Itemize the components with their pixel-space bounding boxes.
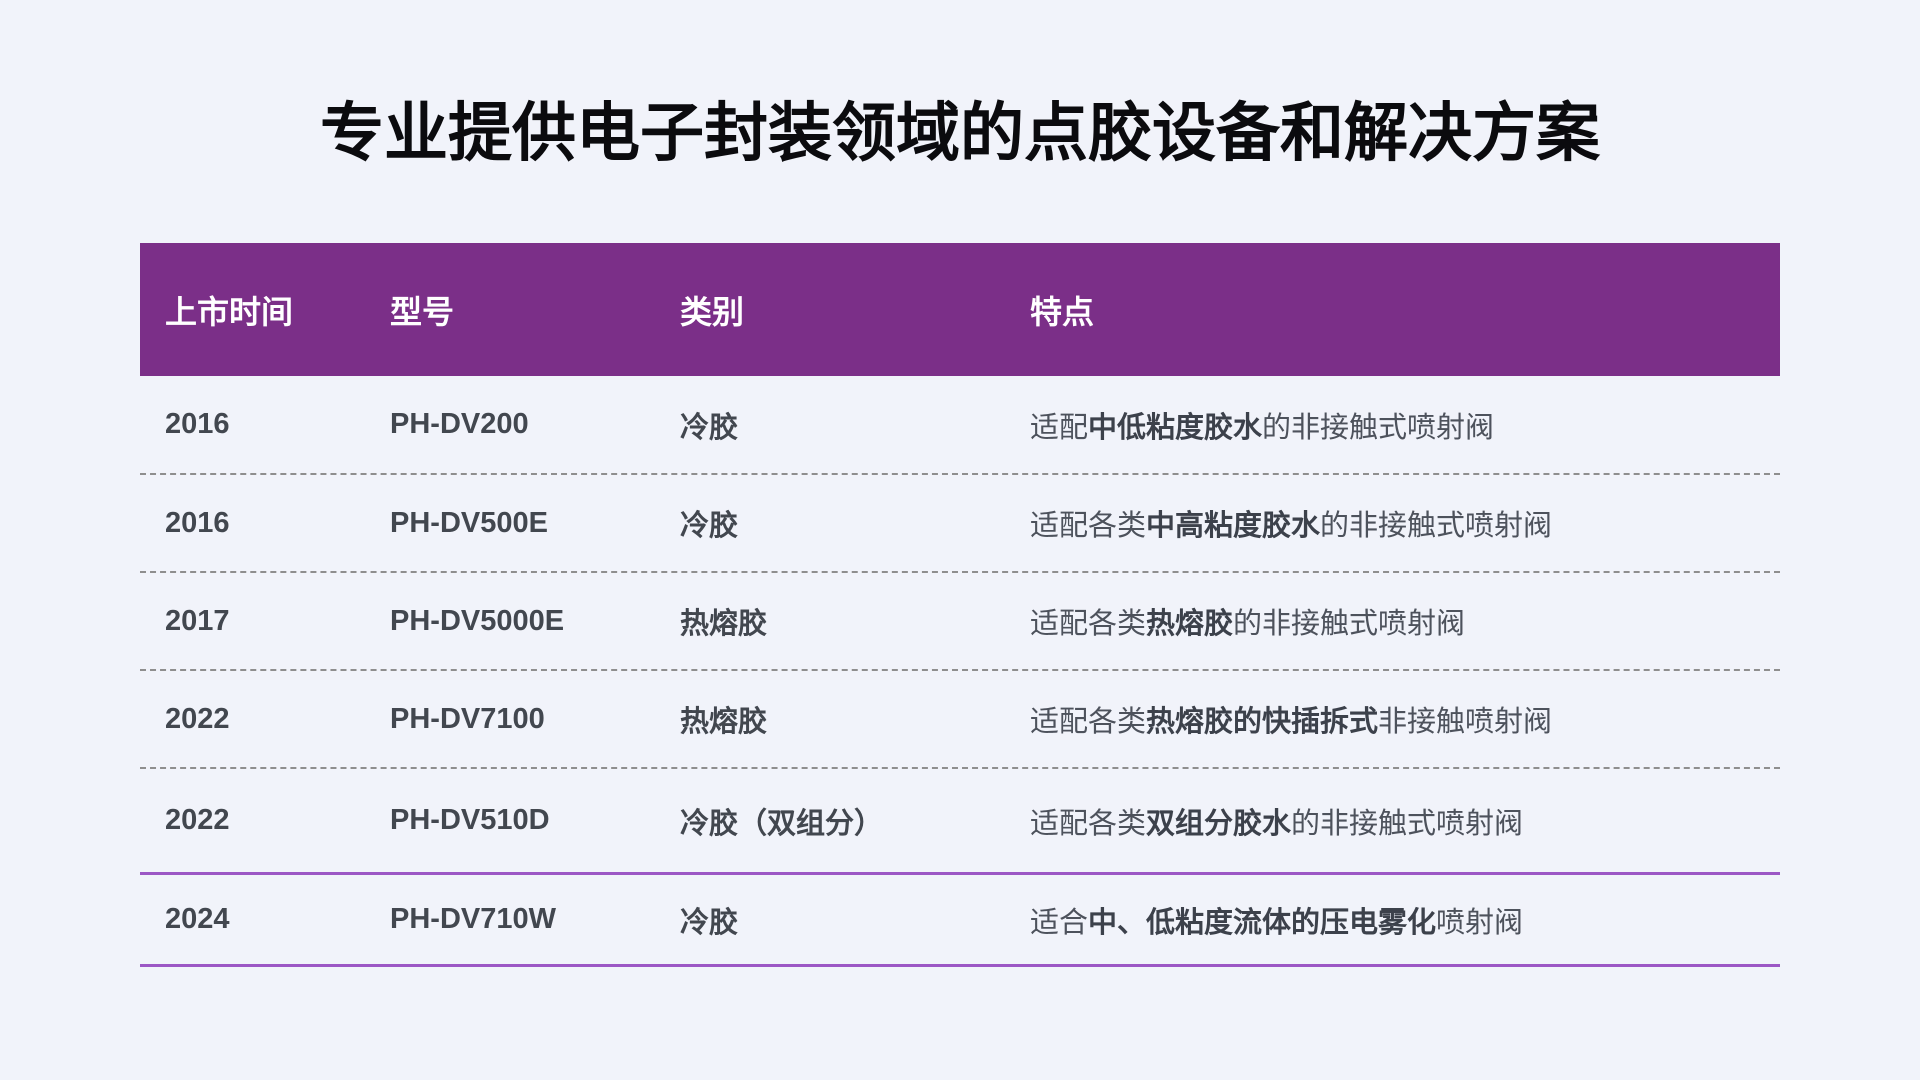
feature-text: 的非接触式喷射阀 <box>1233 608 1466 640</box>
feature-text: 非接触喷射阀 <box>1378 706 1553 738</box>
column-header-model: 型号 <box>390 293 455 330</box>
cell-category: 冷胶（双组分） <box>680 807 884 840</box>
cell-features: 适配各类双组分胶水的非接触式喷射阀 <box>1030 800 1780 842</box>
table-row: 2016 PH-DV500E 冷胶 适配各类中高粘度胶水的非接触式喷射阀 <box>140 475 1780 573</box>
column-header-launch-time: 上市时间 <box>165 293 294 330</box>
product-table: 上市时间 型号 类别 特点 2016 PH-DV200 冷胶 适配中低粘度胶水的… <box>140 243 1780 967</box>
feature-highlight: 双组分胶水 <box>1146 807 1292 840</box>
cell-category: 热熔胶 <box>680 706 768 738</box>
cell-model: PH-DV710W <box>390 903 556 935</box>
cell-category: 冷胶 <box>680 510 739 542</box>
cell-launch-year: 2016 <box>165 408 230 440</box>
feature-highlight: 中高粘度胶水 <box>1146 510 1321 542</box>
cell-launch-year: 2024 <box>165 903 230 935</box>
column-header-category: 类别 <box>680 293 745 330</box>
cell-features: 适配各类中高粘度胶水的非接触式喷射阀 <box>1030 502 1780 544</box>
table-row: 2016 PH-DV200 冷胶 适配中低粘度胶水的非接触式喷射阀 <box>140 376 1780 475</box>
feature-text: 适配各类 <box>1030 706 1147 738</box>
cell-launch-year: 2022 <box>165 804 230 836</box>
feature-text: 适配 <box>1030 411 1089 444</box>
feature-text: 适配各类 <box>1030 608 1147 640</box>
table-row: 2017 PH-DV5000E 热熔胶 适配各类热熔胶的非接触式喷射阀 <box>140 573 1780 671</box>
table-row: 2024 PH-DV710W 冷胶 适合中、低粘度流体的压电雾化喷射阀 <box>140 875 1780 967</box>
cell-category: 冷胶 <box>680 411 739 444</box>
cell-model: PH-DV7100 <box>390 702 545 735</box>
cell-model: PH-DV500E <box>390 506 548 539</box>
feature-text: 适配各类 <box>1030 510 1147 542</box>
cell-features: 适合中、低粘度流体的压电雾化喷射阀 <box>1030 899 1780 941</box>
cell-features: 适配各类热熔胶的快插拆式非接触喷射阀 <box>1030 698 1780 740</box>
cell-features: 适配中低粘度胶水的非接触式喷射阀 <box>1030 404 1780 446</box>
table-header-row: 上市时间 型号 类别 特点 <box>140 243 1780 376</box>
feature-highlight: 中、低粘度流体的压电雾化 <box>1088 906 1437 939</box>
feature-text: 适配各类 <box>1030 807 1147 840</box>
column-header-features: 特点 <box>1030 293 1095 330</box>
cell-features: 适配各类热熔胶的非接触式喷射阀 <box>1030 600 1780 642</box>
cell-category: 热熔胶 <box>680 608 768 640</box>
feature-text: 喷射阀 <box>1436 906 1524 939</box>
cell-model: PH-DV200 <box>390 408 529 440</box>
page-title: 专业提供电子封装领域的点胶设备和解决方案 <box>320 97 1600 169</box>
table-row: 2022 PH-DV510D 冷胶（双组分） 适配各类双组分胶水的非接触式喷射阀 <box>140 769 1780 875</box>
feature-text: 的非接触式喷射阀 <box>1262 411 1495 444</box>
feature-highlight: 中低粘度胶水 <box>1088 411 1263 444</box>
feature-highlight: 热熔胶的快插拆式 <box>1146 706 1379 738</box>
cell-model: PH-DV510D <box>390 804 550 836</box>
feature-text: 的非接触式喷射阀 <box>1291 807 1524 840</box>
cell-category: 冷胶 <box>680 906 739 939</box>
cell-launch-year: 2022 <box>165 702 230 735</box>
cell-launch-year: 2016 <box>165 506 230 539</box>
table-row: 2022 PH-DV7100 热熔胶 适配各类热熔胶的快插拆式非接触喷射阀 <box>140 671 1780 769</box>
feature-text: 的非接触式喷射阀 <box>1320 510 1553 542</box>
feature-text: 适合 <box>1030 906 1089 939</box>
cell-launch-year: 2017 <box>165 604 230 637</box>
cell-model: PH-DV5000E <box>390 604 565 637</box>
feature-highlight: 热熔胶 <box>1146 608 1234 640</box>
